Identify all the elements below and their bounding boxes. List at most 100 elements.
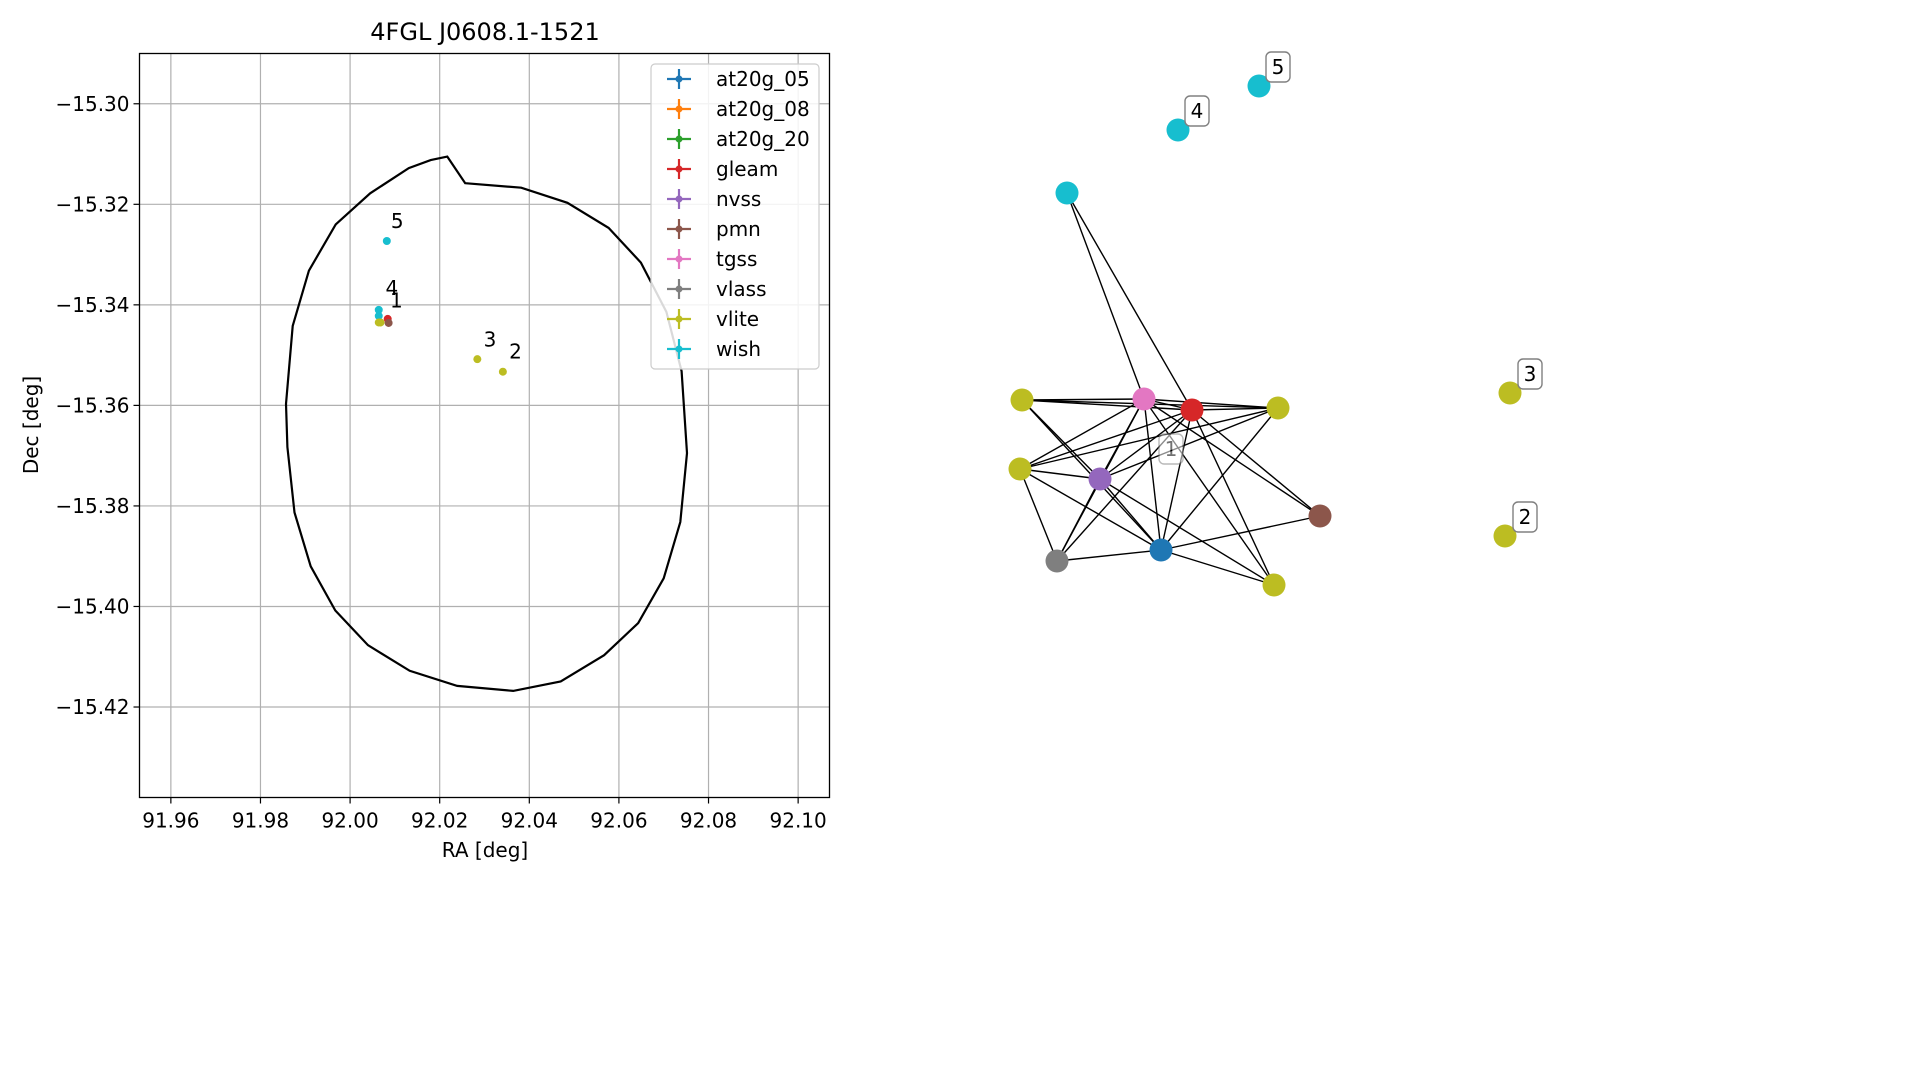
network-edge bbox=[1066, 192, 1193, 411]
network-edge bbox=[1099, 478, 1162, 551]
network-node-vlite bbox=[1266, 396, 1290, 420]
network-edge bbox=[1021, 399, 1193, 411]
network-edge bbox=[1191, 409, 1321, 517]
x-tick-label: 92.06 bbox=[590, 809, 647, 833]
network-label: 4 bbox=[1184, 95, 1210, 127]
annotation-label: 4 bbox=[385, 276, 398, 300]
legend-label: vlite bbox=[716, 307, 759, 331]
legend-marker-dot bbox=[675, 225, 683, 233]
network-label: 3 bbox=[1517, 358, 1543, 390]
legend-marker-dot bbox=[675, 285, 683, 293]
y-axis-ticks: −15.30 −15.32 −15.34 −15.36 −15.38 −15.40 −15.… bbox=[55, 92, 140, 719]
y-tick-label: −15.42 bbox=[55, 695, 129, 719]
point-wish bbox=[374, 305, 383, 314]
network-node-wish bbox=[1166, 118, 1190, 142]
network-edge bbox=[1019, 468, 1162, 551]
network-edge bbox=[1066, 192, 1145, 400]
legend-marker-dot bbox=[675, 315, 683, 323]
network-edge bbox=[1099, 409, 1193, 480]
uncertainty-ellipse bbox=[284, 155, 689, 693]
legend-entry-nvss: nvss bbox=[667, 187, 761, 211]
y-tick-label: −15.30 bbox=[55, 92, 129, 116]
point-wish bbox=[374, 311, 383, 320]
y-tick-label: −15.40 bbox=[55, 594, 129, 618]
point-annotations: 5 41 32 bbox=[385, 209, 521, 364]
network-node-wish bbox=[1247, 74, 1271, 98]
network-nodes bbox=[1008, 74, 1522, 597]
legend-label: nvss bbox=[716, 187, 761, 211]
y-tick-label: −15.32 bbox=[55, 192, 129, 216]
x-tick-label: 92.02 bbox=[411, 809, 468, 833]
legend-label: vlass bbox=[716, 277, 767, 301]
network-labels-behind: 1 bbox=[1158, 433, 1184, 465]
legend-entry-tgss: tgss bbox=[667, 247, 757, 271]
network-edges bbox=[1019, 192, 1321, 586]
network-label-box bbox=[1265, 51, 1291, 83]
legend-marker-dot bbox=[675, 165, 683, 173]
annotation-label: 3 bbox=[484, 328, 497, 352]
legend-entry-at20g_08: at20g_08 bbox=[667, 97, 810, 121]
network-label-text: 4 bbox=[1191, 99, 1204, 123]
network-label: 1 bbox=[1158, 433, 1184, 465]
legend-marker-dot bbox=[675, 255, 683, 263]
point-wish bbox=[382, 237, 391, 246]
network-label-box bbox=[1158, 433, 1184, 465]
annotation-label: 1 bbox=[390, 288, 403, 312]
network-label-box bbox=[1184, 95, 1210, 127]
legend-marker-dot bbox=[675, 195, 683, 203]
network-label-box bbox=[1512, 501, 1538, 533]
x-tick-label: 92.10 bbox=[770, 809, 827, 833]
network-edge bbox=[1160, 549, 1275, 586]
network-node-vlite bbox=[1008, 457, 1032, 481]
network-node-gleam bbox=[1180, 398, 1204, 422]
network-edge bbox=[1056, 478, 1101, 562]
x-tick-label: 92.04 bbox=[501, 809, 558, 833]
y-axis-label: Dec [deg] bbox=[19, 376, 43, 474]
legend-box bbox=[650, 63, 820, 370]
network-edge bbox=[1143, 398, 1162, 551]
network-node-vlite bbox=[1262, 573, 1286, 597]
y-tick-label: −15.36 bbox=[55, 393, 129, 417]
legend-label: wish bbox=[716, 337, 761, 361]
network-label-box bbox=[1517, 358, 1543, 390]
x-tick-label: 91.96 bbox=[142, 809, 199, 833]
x-axis-ticks: 91.96 91.98 92.00 92.02 92.04 92.06 92.08 92.10 bbox=[142, 797, 827, 833]
legend-marker-dot bbox=[675, 135, 683, 143]
network-node-vlite bbox=[1493, 524, 1517, 548]
source-points bbox=[374, 237, 507, 376]
legend-marker-dot bbox=[675, 75, 683, 83]
crossmatch-network-graph: 1 5 4 3 2 bbox=[1008, 51, 1543, 597]
legend-marker-dot bbox=[675, 105, 683, 113]
network-label: 2 bbox=[1512, 501, 1538, 533]
network-label-text: 3 bbox=[1524, 362, 1537, 386]
x-axis-label: RA [deg] bbox=[442, 838, 528, 862]
network-edge bbox=[1143, 398, 1279, 409]
network-edge bbox=[1160, 515, 1321, 551]
grid-lines bbox=[139, 53, 830, 798]
legend-entry-at20g_05: at20g_05 bbox=[667, 67, 810, 91]
legend-entry-pmn: pmn bbox=[667, 217, 761, 241]
network-label: 5 bbox=[1265, 51, 1291, 83]
annotation-label: 5 bbox=[391, 209, 404, 233]
legend-label: at20g_08 bbox=[716, 97, 810, 121]
annotation-label: 2 bbox=[509, 340, 522, 364]
network-node-vlite bbox=[1010, 388, 1034, 412]
network-edge bbox=[1019, 468, 1058, 562]
network-node-tgss bbox=[1132, 387, 1156, 411]
network-edge bbox=[1021, 398, 1145, 401]
network-label-text: 2 bbox=[1519, 505, 1532, 529]
legend-label: at20g_05 bbox=[716, 67, 810, 91]
network-edge bbox=[1019, 468, 1101, 480]
network-node-nvss bbox=[1088, 467, 1112, 491]
network-edge bbox=[1019, 398, 1145, 470]
y-tick-label: −15.38 bbox=[55, 494, 129, 518]
x-tick-label: 92.00 bbox=[321, 809, 378, 833]
network-node-pmn bbox=[1308, 504, 1332, 528]
network-edge bbox=[1191, 407, 1279, 411]
legend-marker-dot bbox=[675, 345, 683, 353]
legend-label: at20g_20 bbox=[716, 127, 810, 151]
legend-entry-vlass: vlass bbox=[667, 277, 767, 301]
network-node-vlass bbox=[1045, 549, 1069, 573]
